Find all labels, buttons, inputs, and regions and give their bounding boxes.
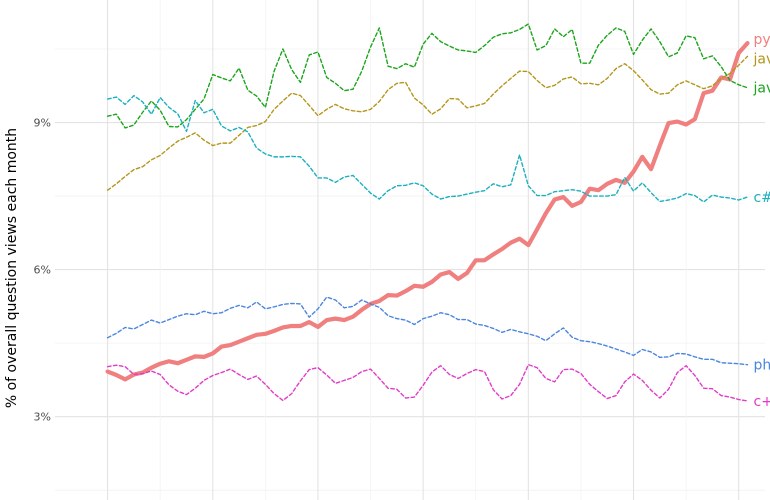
y-axis-title: % of overall question views each month [4,128,20,408]
series-label-c: c++ [753,394,770,410]
series-labels: python javascript java c# php c++ [752,32,770,410]
series-line-c [106,94,749,203]
series-line-javascript [106,55,749,191]
y-tick-label: 3% [34,411,51,424]
y-tick-labels: 3% 6% 9% [34,117,51,424]
series-lines [105,23,750,402]
series-line-c [106,364,749,402]
series-label-java: java [752,81,770,97]
gridlines [55,0,765,500]
series-label-javascript: javascript [752,51,770,67]
series-line-java [106,23,749,129]
y-tick-label: 6% [34,264,51,277]
series-line-php [106,296,749,366]
y-tick-label: 9% [34,117,51,130]
series-label-c: c# [753,190,770,206]
series-label-python: python [753,32,770,48]
series-line-python [105,41,750,382]
series-label-php: php [753,358,770,374]
